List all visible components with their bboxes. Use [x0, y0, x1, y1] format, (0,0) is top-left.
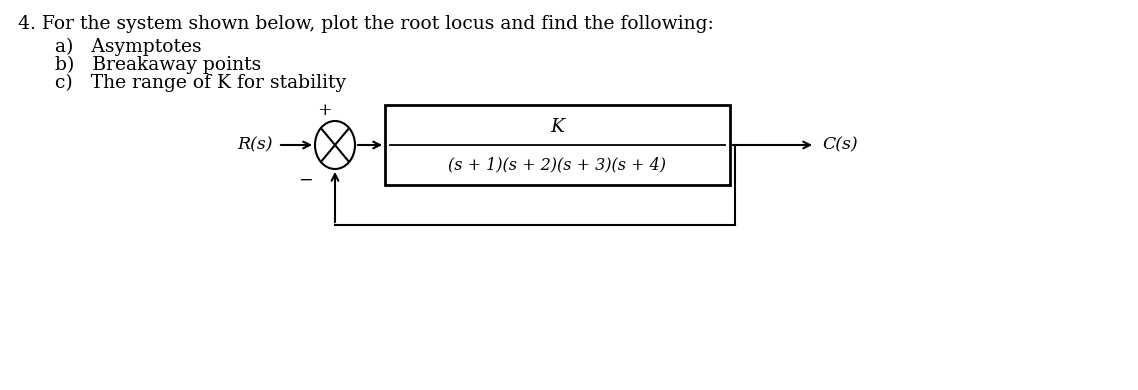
Text: (s + 1)(s + 2)(s + 3)(s + 4): (s + 1)(s + 2)(s + 3)(s + 4): [448, 156, 667, 174]
Text: −: −: [298, 172, 313, 189]
Text: +: +: [318, 102, 331, 119]
Text: K: K: [551, 118, 564, 136]
Text: R(s): R(s): [238, 136, 273, 154]
Text: 4. For the system shown below, plot the root locus and find the following:: 4. For the system shown below, plot the …: [18, 15, 714, 33]
Text: b)   Breakaway points: b) Breakaway points: [55, 56, 262, 74]
Text: a)   Asymptotes: a) Asymptotes: [55, 38, 201, 56]
Text: C(s): C(s): [822, 136, 858, 154]
Bar: [385, 105, 729, 185]
Text: c)   The range of K for stability: c) The range of K for stability: [55, 74, 346, 92]
